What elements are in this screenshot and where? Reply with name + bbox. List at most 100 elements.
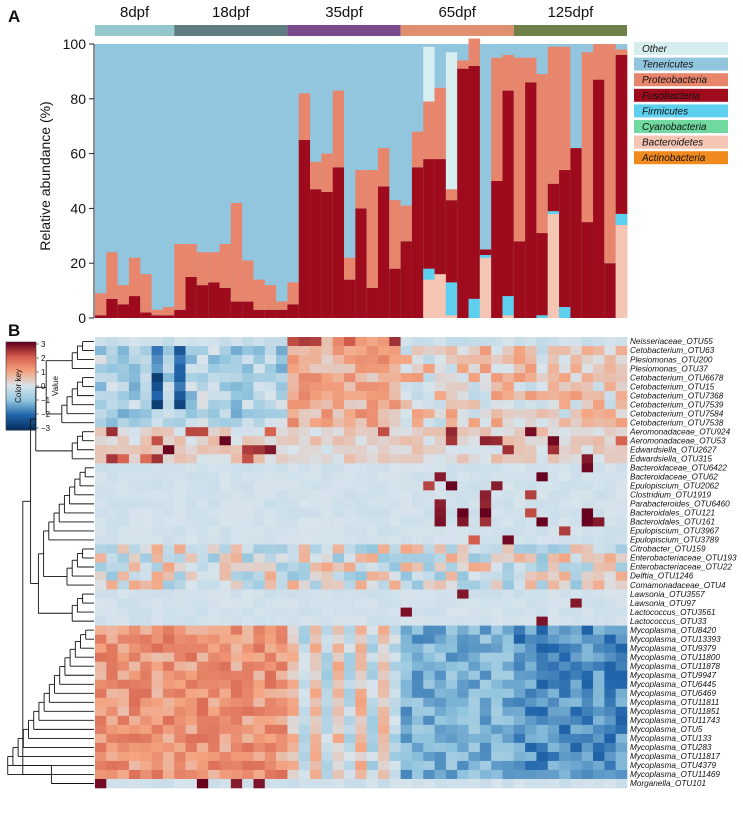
heatmap-cell bbox=[95, 706, 107, 717]
heatmap-cell bbox=[502, 688, 515, 699]
heatmap-cell bbox=[219, 490, 232, 500]
heatmap-cell bbox=[593, 562, 605, 572]
heatmap-cell bbox=[355, 481, 367, 491]
heatmap-cell bbox=[298, 454, 311, 464]
bar-segment-proteobacteria bbox=[344, 257, 356, 280]
heatmap-cell bbox=[230, 760, 243, 771]
heatmap-cell bbox=[264, 544, 277, 554]
heatmap-cell bbox=[604, 760, 616, 771]
heatmap-cell bbox=[468, 445, 481, 455]
heatmap-cell bbox=[128, 373, 141, 383]
color-key-band bbox=[6, 352, 36, 355]
heatmap-cell bbox=[276, 544, 288, 554]
heatmap-cell bbox=[242, 427, 254, 437]
heatmap-cell bbox=[264, 454, 277, 464]
heatmap-cell bbox=[491, 571, 503, 581]
heatmap-cell bbox=[615, 391, 628, 401]
heatmap-cell bbox=[208, 364, 220, 374]
heatmap-cell bbox=[128, 778, 141, 789]
heatmap-cell bbox=[95, 742, 107, 753]
heatmap-cell bbox=[344, 724, 356, 735]
heatmap-cell bbox=[117, 661, 130, 672]
bar-segment-fusobacteria bbox=[468, 65, 481, 299]
heatmap-cell bbox=[581, 652, 594, 663]
heatmap-cell bbox=[230, 355, 243, 365]
heatmap-cell bbox=[162, 598, 175, 608]
heatmap-cell bbox=[604, 697, 616, 708]
heatmap-cell bbox=[502, 355, 515, 365]
heatmap-cell bbox=[298, 544, 311, 554]
heatmap-cell bbox=[140, 733, 152, 744]
heatmap-cell bbox=[219, 652, 232, 663]
heatmap-cell bbox=[310, 553, 322, 563]
heatmap-cell bbox=[411, 454, 424, 464]
heatmap-cell bbox=[106, 535, 118, 545]
heatmap-cell bbox=[332, 490, 345, 500]
heatmap-cell bbox=[615, 436, 628, 446]
heatmap-cell bbox=[264, 607, 277, 617]
heatmap-cell bbox=[117, 436, 130, 446]
heatmap-cell bbox=[389, 400, 401, 410]
heatmap-cell bbox=[117, 517, 130, 527]
heatmap-cell bbox=[411, 607, 424, 617]
heatmap-cell bbox=[287, 355, 300, 365]
heatmap-cell bbox=[242, 373, 254, 383]
y-tick-label: 100 bbox=[63, 36, 87, 52]
heatmap-cell bbox=[344, 355, 356, 365]
heatmap-cell bbox=[525, 652, 537, 663]
bar-segment-proteobacteria bbox=[253, 279, 266, 310]
legend-label-proteobacteria: Proteobacteria bbox=[642, 75, 707, 86]
heatmap-cell bbox=[321, 688, 334, 699]
heatmap-cell bbox=[434, 643, 447, 653]
heatmap-cell bbox=[95, 382, 107, 392]
heatmap-cell bbox=[242, 553, 254, 563]
heatmap-cell bbox=[536, 517, 549, 527]
heatmap-cell bbox=[287, 508, 300, 518]
heatmap-cell bbox=[513, 697, 526, 708]
heatmap-cell bbox=[174, 355, 186, 365]
heatmap-cell bbox=[230, 346, 243, 356]
heatmap-cell bbox=[140, 445, 152, 455]
heatmap-cell bbox=[174, 562, 186, 572]
heatmap-cell bbox=[253, 562, 266, 572]
heatmap-cell bbox=[502, 598, 515, 608]
heatmap-cell bbox=[559, 688, 571, 699]
heatmap-cell bbox=[151, 751, 164, 762]
heatmap-cell bbox=[615, 355, 628, 365]
heatmap-cell bbox=[298, 616, 311, 626]
heatmap-cell bbox=[479, 499, 492, 509]
heatmap-cell bbox=[377, 769, 390, 780]
heatmap-cell bbox=[491, 715, 503, 726]
heatmap-cell bbox=[264, 697, 277, 708]
bar-segment-fusobacteria bbox=[570, 148, 583, 318]
heatmap-cell bbox=[242, 742, 254, 753]
heatmap-cell bbox=[445, 445, 458, 455]
heatmap-cell bbox=[400, 652, 413, 663]
heatmap-cell bbox=[434, 697, 447, 708]
heatmap-cell bbox=[400, 544, 413, 554]
heatmap-cell bbox=[321, 472, 334, 482]
heatmap-cell bbox=[423, 544, 435, 554]
row-label: Mycoplasma_OTU283 bbox=[630, 743, 712, 752]
heatmap-cell bbox=[344, 697, 356, 708]
heatmap-cell bbox=[219, 679, 232, 690]
heatmap-cell bbox=[593, 652, 605, 663]
heatmap-cell bbox=[355, 346, 367, 356]
heatmap-cell bbox=[208, 661, 220, 672]
heatmap-cell bbox=[196, 490, 209, 500]
heatmap-cell bbox=[593, 355, 605, 365]
heatmap-cell bbox=[581, 598, 594, 608]
heatmap-cell bbox=[264, 553, 277, 563]
heatmap-cell bbox=[525, 337, 537, 347]
heatmap-cell bbox=[502, 724, 515, 735]
heatmap-cell bbox=[502, 364, 515, 374]
heatmap-cell bbox=[468, 607, 481, 617]
heatmap-cell bbox=[400, 670, 413, 681]
heatmap-cell bbox=[321, 778, 334, 789]
heatmap-cell bbox=[321, 373, 334, 383]
bar-segment-firmicutes bbox=[468, 298, 481, 318]
heatmap-cell bbox=[344, 436, 356, 446]
heatmap-cell bbox=[615, 544, 628, 554]
heatmap-cell bbox=[536, 634, 549, 644]
heatmap-cell bbox=[162, 553, 175, 563]
